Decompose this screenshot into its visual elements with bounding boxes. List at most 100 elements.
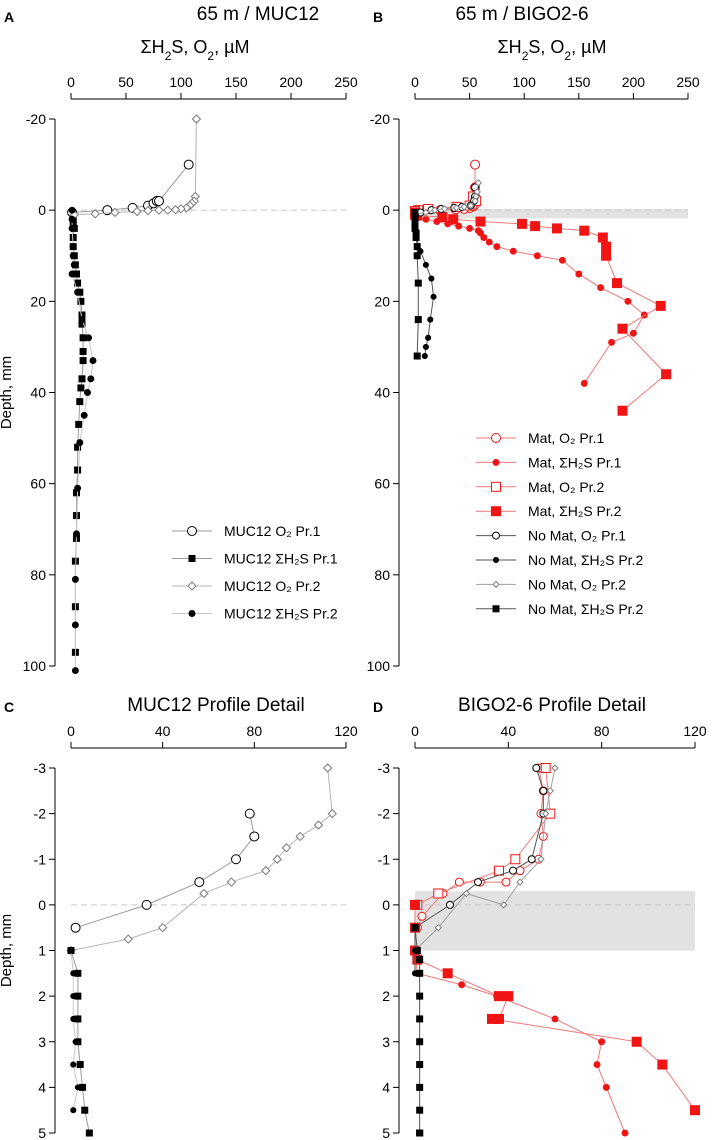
series-line — [414, 212, 667, 412]
panel-title: 65 m / MUC12 — [197, 4, 319, 25]
data-point — [69, 243, 77, 251]
data-point — [413, 352, 421, 360]
data-point — [154, 196, 164, 207]
x-tick-label: 40 — [155, 723, 171, 739]
data-point — [89, 357, 97, 365]
data-point — [466, 201, 475, 210]
data-point — [295, 831, 305, 842]
panel-d: D BIGO2-6 Profile Detail 0 40 80 120 -3 -2 -1 0 1 2… — [373, 695, 707, 1140]
data-point — [425, 334, 432, 341]
data-point — [434, 923, 443, 932]
data-point — [84, 389, 91, 396]
data-point — [191, 114, 202, 124]
y-tick-label: 2 — [38, 988, 46, 1004]
y-axis-label: Depth, mm — [0, 914, 15, 987]
data-point — [494, 991, 504, 1002]
data-point — [427, 316, 434, 323]
data-point — [68, 270, 76, 278]
data-point — [70, 922, 81, 933]
data-point — [70, 1015, 77, 1022]
data-point — [517, 218, 528, 229]
data-point — [455, 222, 463, 230]
data-point — [322, 763, 333, 773]
legend: MUC12 O₂ Pr.1 MUC12 ΣH₂S Pr.1 MUC12 O₂ Pr.… — [172, 523, 338, 622]
data-point — [621, 1129, 629, 1137]
data-point — [509, 866, 517, 875]
data-point — [410, 899, 420, 910]
y-tick-label: 5 — [382, 1125, 390, 1140]
x-axis-label: ΣH2S, O2, µM — [141, 37, 250, 63]
y-tick-label: 3 — [38, 1034, 46, 1050]
data-point — [460, 203, 468, 211]
data-point — [413, 243, 421, 251]
data-point — [74, 466, 82, 474]
data-point — [416, 1061, 424, 1069]
data-point — [551, 764, 559, 772]
data-point — [551, 223, 562, 234]
data-point — [76, 439, 84, 447]
y-tick-label: 3 — [382, 1034, 390, 1050]
data-point — [75, 420, 83, 428]
data-point — [657, 1059, 668, 1070]
x-tick-label: 150 — [224, 74, 248, 90]
data-point — [413, 252, 421, 260]
y-tick-label: 0 — [382, 202, 390, 218]
data-point — [231, 854, 241, 865]
x-tick-label: 150 — [567, 74, 591, 90]
data-point — [539, 786, 548, 795]
data-point — [433, 888, 444, 899]
data-point — [71, 621, 79, 629]
y-tick-label: -20 — [370, 111, 390, 127]
y-tick-label: 40 — [374, 385, 390, 401]
y-tick-label: 1 — [382, 943, 390, 959]
x-tick-label: 120 — [683, 723, 707, 739]
panel-title: 65 m / BIGO2-6 — [455, 4, 588, 25]
y-tick-label: -2 — [378, 806, 391, 822]
data-point — [141, 899, 152, 910]
legend-label: MUC12 ΣH₂S Pr.1 — [224, 551, 338, 567]
data-point — [79, 357, 87, 365]
data-point — [85, 334, 93, 342]
y-tick-label: 4 — [382, 1079, 390, 1095]
series — [70, 808, 260, 933]
y-tick-label: -2 — [34, 806, 47, 822]
data-point — [422, 343, 429, 350]
series — [411, 208, 422, 360]
data-point — [661, 369, 672, 380]
x-tick-label: 200 — [622, 74, 646, 90]
data-point — [422, 215, 430, 223]
series — [410, 207, 672, 416]
data-point — [608, 338, 616, 346]
series-line — [414, 927, 626, 1134]
x-tick-label: 0 — [411, 723, 419, 739]
data-point — [76, 1061, 84, 1069]
series — [69, 114, 202, 220]
y-tick-label: 1 — [38, 943, 46, 959]
data-point — [437, 212, 448, 223]
data-point — [530, 221, 541, 232]
data-point — [655, 300, 666, 311]
legend-marker — [188, 555, 196, 562]
series-line — [70, 767, 333, 951]
data-point — [163, 205, 173, 215]
data-point — [624, 297, 632, 305]
panel-c: C MUC12 Profile Detail 0 40 80 120 -3 -2 -1 0 1 2 3 4… — [0, 695, 358, 1140]
series — [411, 210, 648, 387]
data-point — [249, 831, 260, 842]
series — [69, 215, 87, 656]
data-point — [612, 278, 623, 289]
data-point — [90, 209, 100, 219]
data-point — [416, 1106, 424, 1114]
data-point — [631, 1036, 642, 1047]
series — [411, 924, 629, 1137]
data-point — [470, 159, 481, 170]
data-point — [70, 261, 78, 269]
y-tick-label: -3 — [378, 760, 391, 776]
data-point — [123, 934, 133, 944]
data-point — [87, 375, 95, 383]
y-tick-label: 60 — [30, 476, 46, 492]
data-point — [226, 877, 237, 887]
legend-label: MUC12 O₂ Pr.1 — [224, 523, 321, 539]
legend-marker — [187, 581, 197, 591]
panel-title: BIGO2-6 Profile Detail — [458, 695, 646, 716]
